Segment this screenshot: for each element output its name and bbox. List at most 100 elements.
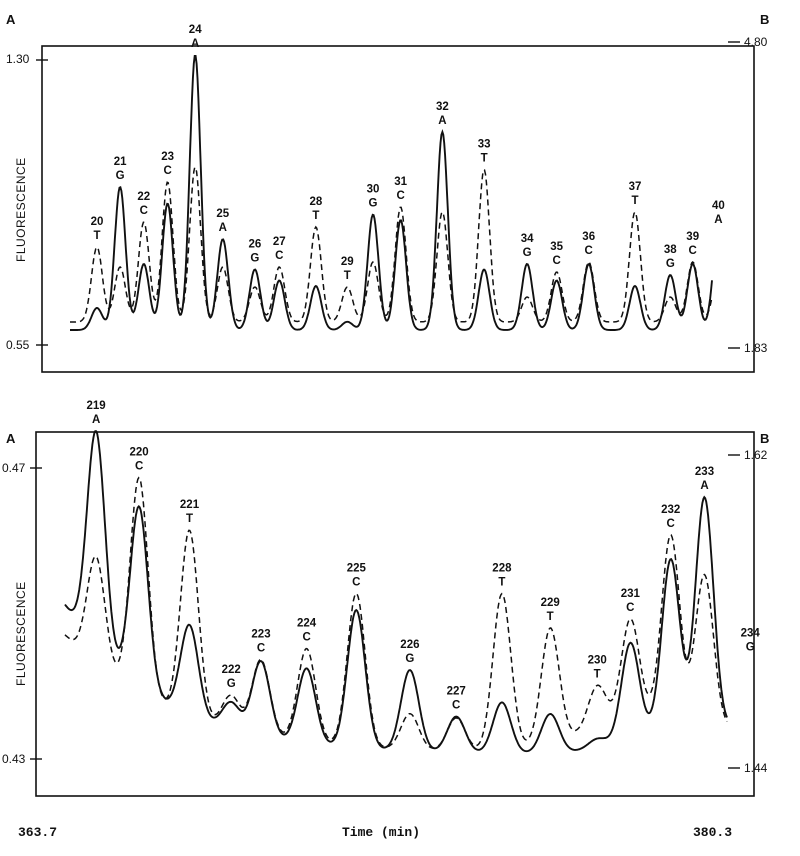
x-range-end-label: 380.3: [693, 825, 732, 840]
bottom-peak-number-222: 222: [222, 664, 241, 676]
top-peak-base-28: T: [312, 210, 319, 222]
bottom-peak-number-229: 229: [541, 597, 560, 609]
bottom-left-axis-label: A: [6, 431, 16, 446]
top-peak-base-22: C: [140, 205, 148, 217]
top-right-axis-label: B: [760, 12, 769, 27]
bottom-right-tick-high-label: 1.62: [744, 448, 768, 462]
top-peak-number-40: 40: [712, 200, 725, 212]
top-peak-number-28: 28: [310, 196, 323, 208]
bottom-peak-base-226: G: [405, 653, 414, 665]
top-left-tick-low-label: 0.55: [6, 338, 30, 352]
top-peak-number-35: 35: [550, 241, 563, 253]
top-peak-base-31: C: [396, 190, 404, 202]
top-peak-base-36: C: [585, 245, 593, 257]
bottom-peak-number-231: 231: [621, 588, 641, 600]
top-series-b-curve: [70, 166, 713, 323]
top-peak-base-35: C: [552, 255, 560, 267]
bottom-peak-base-225: C: [352, 576, 360, 588]
bottom-peak-base-232: C: [667, 518, 675, 530]
top-peak-number-31: 31: [394, 176, 407, 188]
bottom-peak-number-226: 226: [400, 639, 419, 651]
top-peak-base-20: T: [93, 230, 100, 242]
top-peak-base-32: A: [438, 115, 446, 127]
bottom-right-axis-label: B: [760, 431, 769, 446]
top-peak-number-32: 32: [436, 101, 449, 113]
bottom-y-axis-title: FLUORESCENCE: [14, 581, 28, 686]
bottom-peak-base-230: T: [594, 668, 601, 680]
top-peak-number-22: 22: [137, 191, 150, 203]
top-peak-number-25: 25: [216, 208, 229, 220]
top-peak-number-29: 29: [341, 256, 354, 268]
top-peak-base-23: C: [163, 165, 171, 177]
bottom-peak-base-233: A: [700, 480, 708, 492]
top-left-axis-label: A: [6, 12, 16, 27]
top-peak-number-24: 24: [189, 24, 202, 36]
x-range-start-label: 363.7: [18, 825, 57, 840]
top-peak-base-33: T: [481, 153, 488, 165]
bottom-series-b-curve: [64, 476, 728, 749]
bottom-right-tick-low-label: 1.44: [744, 761, 768, 775]
top-peak-base-38: G: [666, 258, 675, 270]
bottom-peak-number-220: 220: [130, 447, 149, 459]
top-peak-number-38: 38: [664, 244, 677, 256]
bottom-peak-base-220: C: [135, 461, 143, 473]
bottom-left-tick-high-label: 0.47: [2, 461, 26, 475]
top-right-tick-high-label: 4.80: [744, 35, 768, 49]
top-right-tick-low-label: 1.83: [744, 341, 768, 355]
top-peak-base-24: A: [191, 38, 199, 50]
bottom-peak-number-230: 230: [588, 654, 607, 666]
top-peak-number-33: 33: [478, 139, 491, 151]
bottom-peak-number-223: 223: [251, 629, 270, 641]
top-panel-frame: [41, 45, 755, 373]
top-peak-number-23: 23: [161, 151, 174, 163]
top-peak-base-34: G: [523, 247, 532, 259]
top-peak-base-39: C: [689, 245, 697, 257]
bottom-peak-number-219: 219: [87, 400, 106, 412]
bottom-panel: A B 0.47 0.43 1.62 1.44 FLUORESCENCE A 21…: [2, 400, 769, 797]
bottom-series-a-curve: [64, 430, 728, 753]
bottom-peak-base-234: G: [746, 642, 755, 654]
bottom-peak-number-224: 224: [297, 618, 317, 630]
top-peak-base-30: G: [369, 198, 378, 210]
top-peak-number-20: 20: [91, 216, 104, 228]
bottom-panel-frame: [35, 431, 755, 797]
top-peak-number-37: 37: [629, 181, 642, 193]
top-peak-base-40: A: [714, 214, 722, 226]
top-peak-number-27: 27: [273, 236, 286, 248]
bottom-peak-number-228: 228: [492, 563, 512, 575]
top-peak-base-29: T: [344, 270, 351, 282]
bottom-peak-number-225: 225: [347, 562, 367, 574]
bottom-peak-base-222: G: [227, 678, 236, 690]
top-y-axis-title: FLUORESCENCE: [14, 157, 28, 262]
bottom-peak-base-224: C: [302, 632, 310, 644]
bottom-peak-labels: A 219 C 220 T 221 G 222 C 223 C 224 C 225 G 226 C 227 T 228…: [87, 400, 761, 711]
bottom-peak-base-229: T: [547, 611, 554, 623]
top-peak-number-34: 34: [521, 233, 534, 245]
top-peak-base-37: T: [631, 195, 638, 207]
bottom-peak-base-227: C: [452, 700, 460, 712]
top-left-tick-high-label: 1.30: [6, 52, 30, 66]
bottom-left-tick-low-label: 0.43: [2, 752, 26, 766]
bottom-peak-base-219: A: [92, 414, 100, 426]
top-peak-base-27: C: [275, 250, 283, 262]
bottom-peak-number-232: 232: [661, 504, 680, 516]
top-peak-base-21: G: [116, 170, 125, 182]
top-peak-number-39: 39: [686, 231, 699, 243]
bottom-peak-number-233: 233: [695, 466, 714, 478]
bottom-peak-number-234: 234: [741, 628, 761, 640]
bottom-peak-number-227: 227: [447, 686, 466, 698]
bottom-peak-base-223: C: [257, 643, 265, 655]
bottom-peak-number-221: 221: [180, 499, 200, 511]
x-axis-title: Time (min): [342, 825, 420, 840]
bottom-peak-base-228: T: [498, 577, 505, 589]
bottom-peak-base-231: C: [626, 602, 634, 614]
top-peak-base-26: G: [250, 253, 259, 265]
top-panel: A B 1.30 0.55 4.80 1.83 FLUORESCENCE T 20…: [6, 12, 769, 373]
top-series-a-curve: [70, 55, 713, 331]
top-peak-base-25: A: [219, 222, 227, 234]
top-peak-number-21: 21: [114, 156, 127, 168]
top-peak-number-30: 30: [367, 184, 380, 196]
top-peak-number-26: 26: [249, 239, 262, 251]
